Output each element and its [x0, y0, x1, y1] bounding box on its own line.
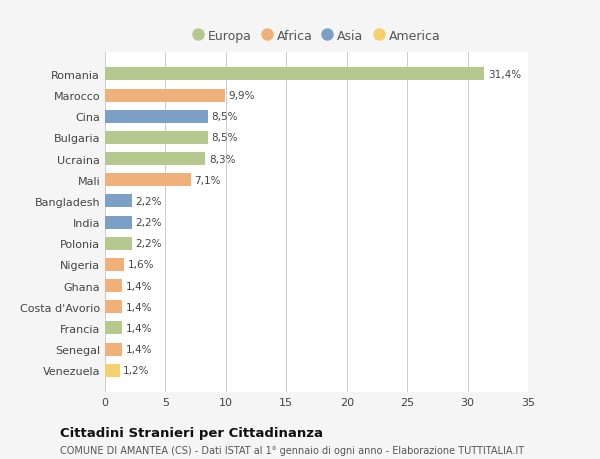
Text: 7,1%: 7,1% [194, 175, 221, 185]
Bar [105, 111, 208, 123]
Text: 1,6%: 1,6% [128, 260, 154, 270]
Text: 1,4%: 1,4% [125, 302, 152, 312]
Bar [105, 258, 124, 271]
Text: 31,4%: 31,4% [488, 70, 521, 80]
Bar [105, 216, 131, 229]
Bar [105, 153, 205, 166]
Bar [105, 237, 131, 250]
Legend: Europa, Africa, Asia, America: Europa, Africa, Asia, America [188, 25, 445, 48]
Bar [105, 174, 191, 187]
Text: 9,9%: 9,9% [228, 91, 255, 101]
Text: 1,4%: 1,4% [125, 344, 152, 354]
Text: 2,2%: 2,2% [135, 239, 162, 249]
Bar [105, 343, 122, 356]
Text: 8,3%: 8,3% [209, 154, 235, 164]
Bar [105, 280, 122, 292]
Bar [105, 301, 122, 313]
Bar [105, 322, 122, 335]
Text: 1,2%: 1,2% [123, 365, 149, 375]
Bar [105, 90, 224, 102]
Text: 2,2%: 2,2% [135, 196, 162, 207]
Bar [105, 195, 131, 208]
Text: 1,4%: 1,4% [125, 323, 152, 333]
Bar [105, 68, 484, 81]
Text: 8,5%: 8,5% [211, 133, 238, 143]
Text: 1,4%: 1,4% [125, 281, 152, 291]
Bar [105, 132, 208, 145]
Bar [105, 364, 119, 377]
Text: 2,2%: 2,2% [135, 218, 162, 228]
Text: Cittadini Stranieri per Cittadinanza: Cittadini Stranieri per Cittadinanza [60, 426, 323, 439]
Text: COMUNE DI AMANTEA (CS) - Dati ISTAT al 1° gennaio di ogni anno - Elaborazione TU: COMUNE DI AMANTEA (CS) - Dati ISTAT al 1… [60, 445, 524, 455]
Text: 8,5%: 8,5% [211, 112, 238, 122]
